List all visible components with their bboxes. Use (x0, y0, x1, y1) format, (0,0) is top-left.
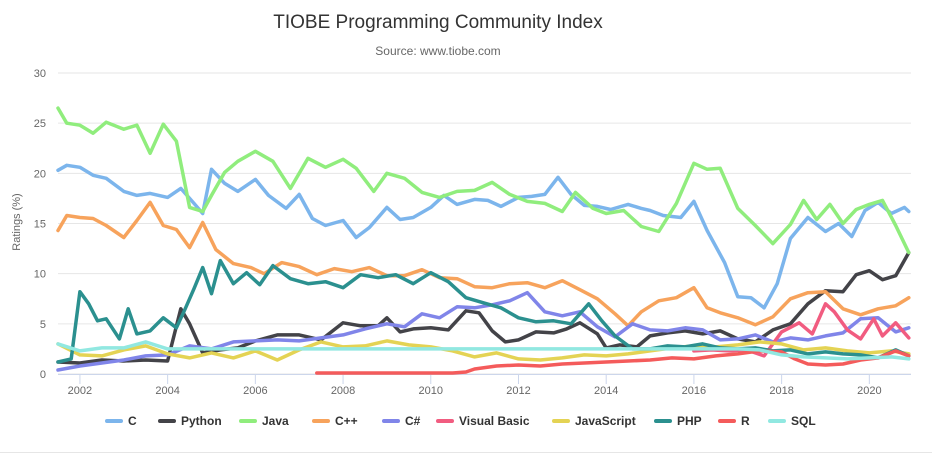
x-tick-label: 2006 (243, 385, 267, 397)
legend-item-c-[interactable]: C# (405, 414, 421, 428)
series-lines (56, 106, 911, 375)
legend-item-r[interactable]: R (741, 414, 750, 428)
y-tick-label: 5 (40, 319, 46, 331)
y-tick-label: 25 (34, 118, 46, 130)
y-tick-label: 0 (40, 369, 46, 381)
series-line-c-[interactable] (56, 290, 911, 372)
x-tick-label: 2010 (419, 385, 443, 397)
y-tick-label: 15 (34, 219, 46, 231)
chart-subtitle: Source: www.tiobe.com (375, 44, 500, 58)
y-tick-label: 10 (34, 269, 46, 281)
y-axis-ticks: 0 5 10 15 20 25 30 (34, 68, 46, 381)
x-tick-label: 2018 (769, 385, 793, 397)
legend-item-c-[interactable]: C++ (335, 414, 358, 428)
legend-item-php[interactable]: PHP (677, 414, 702, 428)
x-tick-label: 2012 (506, 385, 530, 397)
series-line-java[interactable] (56, 106, 911, 255)
series-line-python[interactable] (56, 250, 911, 365)
legend-item-visual-basic[interactable]: Visual Basic (459, 414, 530, 428)
series-line-r[interactable] (315, 349, 911, 375)
series-line-sql[interactable] (56, 340, 911, 361)
x-tick-label: 2004 (155, 385, 179, 397)
gridlines (58, 72, 911, 375)
series-line-javascript[interactable] (56, 339, 911, 362)
x-tick-label: 2020 (857, 385, 881, 397)
legend-item-java[interactable]: Java (262, 414, 289, 428)
x-tick-label: 2008 (331, 385, 355, 397)
series-line-c[interactable] (56, 163, 911, 310)
chart-title: TIOBE Programming Community Index (273, 12, 603, 33)
y-tick-label: 20 (34, 168, 46, 180)
legend-item-c[interactable]: C (128, 414, 137, 428)
y-axis-title: Ratings (%) (11, 193, 23, 250)
x-tick-label: 2016 (682, 385, 706, 397)
x-tick-label: 2014 (594, 385, 618, 397)
legend: C Python Java C++ C# Visual Basic JavaScript PH… (105, 414, 816, 428)
x-tick-label: 2002 (68, 385, 92, 397)
legend-item-javascript[interactable]: JavaScript (575, 414, 636, 428)
series-line-c-[interactable] (56, 200, 911, 328)
legend-item-python[interactable]: Python (181, 414, 222, 428)
y-tick-label: 30 (34, 68, 46, 80)
legend-item-sql[interactable]: SQL (791, 414, 816, 428)
bottom-divider (0, 452, 932, 453)
x-axis-ticks: 2002 2004 2006 2008 2010 2012 2014 2016 2018 2020 (58, 374, 911, 397)
